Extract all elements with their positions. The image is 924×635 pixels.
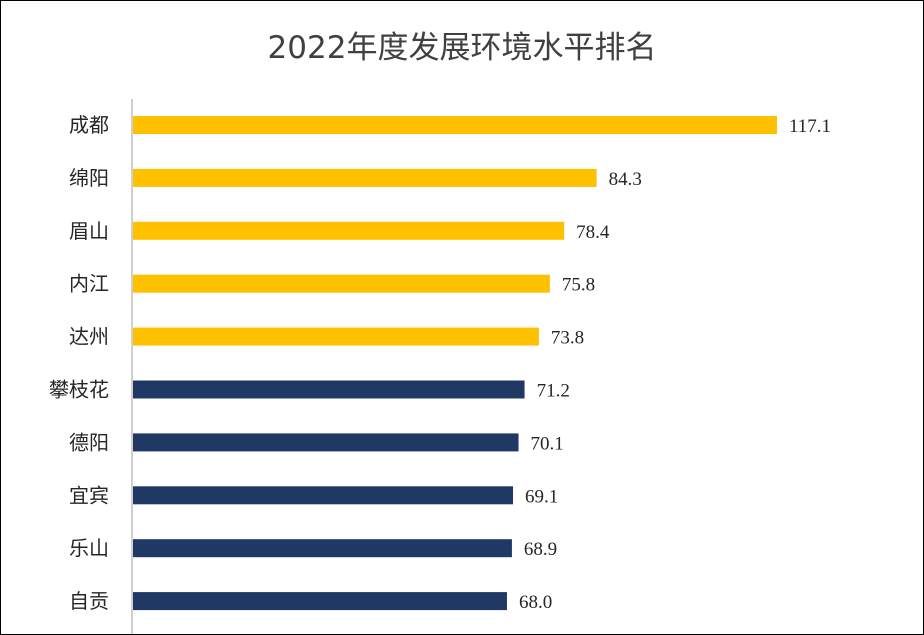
category-label: 绵阳 bbox=[69, 166, 109, 190]
value-label: 117.1 bbox=[789, 116, 831, 137]
bars-group bbox=[133, 116, 777, 611]
bar-9 bbox=[133, 592, 507, 611]
value-label: 78.4 bbox=[576, 222, 610, 243]
bar-0 bbox=[133, 116, 777, 134]
bar-4 bbox=[133, 327, 539, 346]
bar-5 bbox=[133, 380, 525, 399]
category-label: 宜宾 bbox=[69, 483, 109, 507]
value-label: 71.2 bbox=[537, 381, 570, 402]
value-label: 70.1 bbox=[531, 433, 564, 454]
value-label: 73.8 bbox=[551, 328, 584, 349]
category-label: 成都 bbox=[69, 113, 109, 137]
value-labels-group: 117.1 84.3 78.4 75.8 73.8 71.2 70.1 69.1 68.9 68.… bbox=[519, 116, 831, 613]
category-label: 达州 bbox=[69, 325, 109, 349]
bar-8 bbox=[133, 539, 512, 558]
bar-1 bbox=[133, 168, 597, 187]
bar-3 bbox=[133, 274, 550, 293]
bar-6 bbox=[133, 433, 519, 452]
category-label: 自贡 bbox=[69, 589, 109, 613]
category-label: 内江 bbox=[69, 272, 109, 296]
category-label: 攀枝花 bbox=[49, 378, 109, 402]
value-label: 75.8 bbox=[562, 275, 595, 296]
bar-2 bbox=[133, 221, 565, 240]
chart-title: 2022年度发展环境水平排名 bbox=[268, 30, 657, 66]
bar-7 bbox=[133, 486, 514, 505]
category-label: 乐山 bbox=[69, 536, 109, 560]
category-label: 眉山 bbox=[69, 219, 109, 243]
value-label: 68.9 bbox=[524, 539, 557, 560]
value-label: 84.3 bbox=[609, 169, 642, 190]
value-label: 69.1 bbox=[525, 486, 558, 507]
value-label: 68.0 bbox=[519, 592, 552, 613]
category-label: 德阳 bbox=[69, 430, 109, 454]
